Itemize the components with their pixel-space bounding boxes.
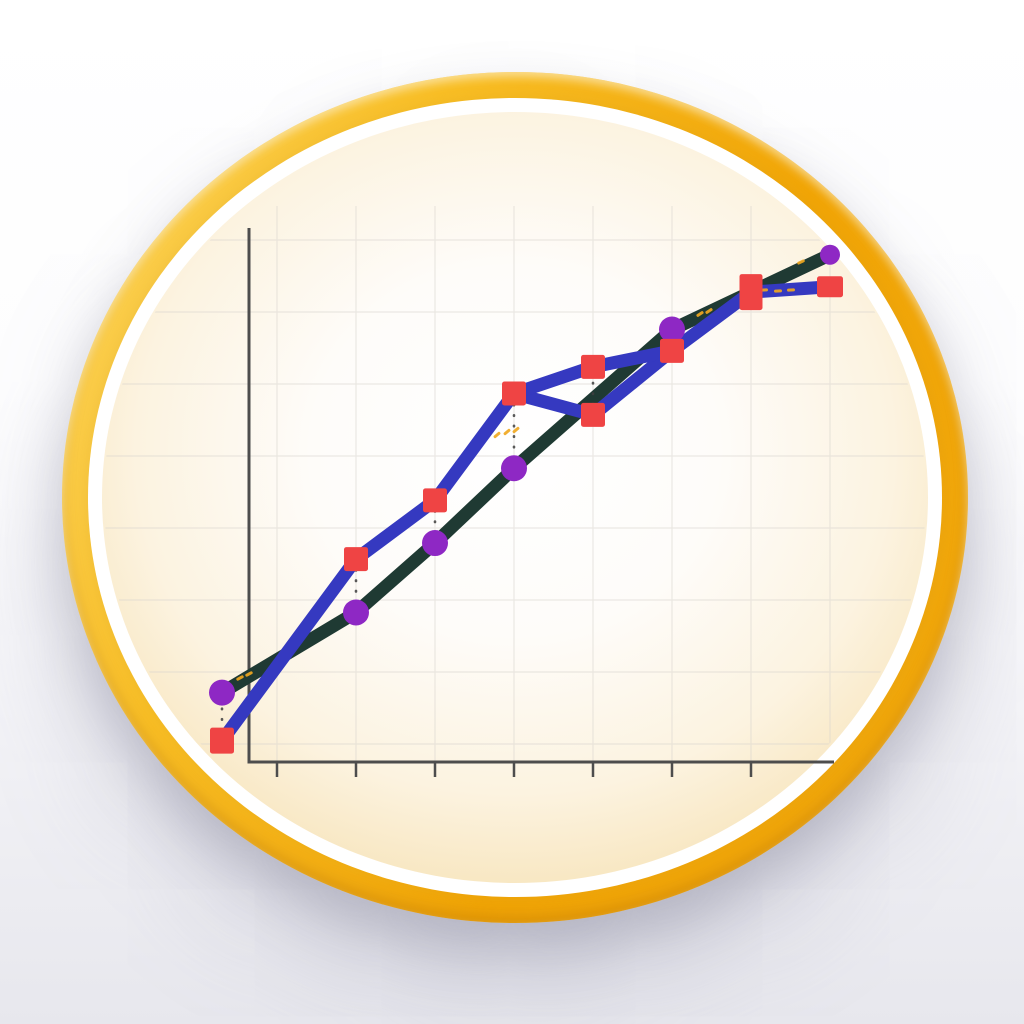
ring-inner-white-band bbox=[88, 98, 942, 897]
coin-face bbox=[102, 112, 928, 883]
gold-ring bbox=[62, 72, 968, 923]
